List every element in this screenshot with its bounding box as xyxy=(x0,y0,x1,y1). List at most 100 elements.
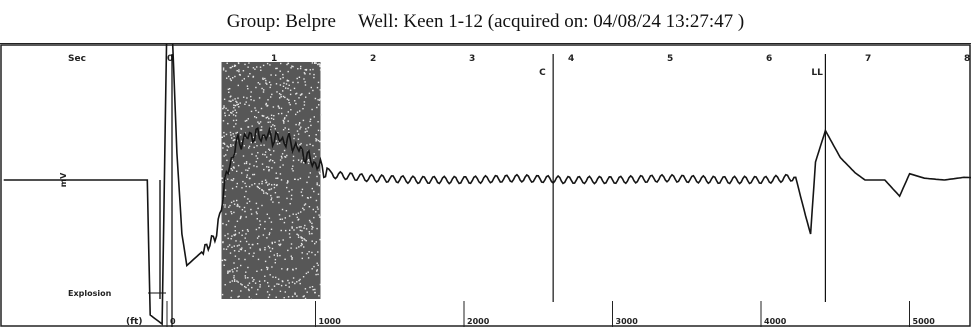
shaded-speckle xyxy=(291,168,293,170)
shaded-speckle xyxy=(297,145,299,147)
shaded-speckle xyxy=(253,252,255,254)
shaded-speckle xyxy=(277,105,280,108)
shaded-speckle xyxy=(241,187,243,189)
shaded-speckle xyxy=(292,65,294,68)
shaded-speckle xyxy=(288,128,290,130)
shaded-speckle xyxy=(287,120,289,122)
shaded-speckle xyxy=(300,211,302,213)
shaded-speckle xyxy=(246,97,248,99)
shaded-speckle xyxy=(293,87,296,90)
shaded-speckle xyxy=(261,189,263,191)
shaded-speckle xyxy=(266,213,268,215)
shaded-speckle xyxy=(287,296,290,298)
shaded-speckle xyxy=(248,243,250,246)
shaded-speckle xyxy=(247,266,249,269)
shaded-speckle xyxy=(235,152,237,155)
shaded-speckle xyxy=(229,252,232,254)
shaded-speckle xyxy=(243,196,246,198)
shaded-speckle xyxy=(267,296,270,299)
shaded-speckle xyxy=(285,284,287,286)
shaded-speckle xyxy=(288,190,290,193)
shaded-speckle xyxy=(292,165,294,167)
shaded-speckle xyxy=(307,257,310,259)
shaded-speckle xyxy=(227,146,230,148)
shaded-speckle xyxy=(286,63,288,66)
shaded-speckle xyxy=(270,84,272,86)
shaded-speckle xyxy=(283,118,286,120)
shaded-speckle xyxy=(262,77,264,79)
shaded-speckle xyxy=(290,194,293,197)
shaded-speckle xyxy=(250,298,253,301)
shaded-speckle xyxy=(248,289,250,292)
shaded-speckle xyxy=(309,286,311,289)
shaded-speckle xyxy=(234,109,236,111)
shaded-speckle xyxy=(312,208,314,211)
chart-header: Group: Belpre Well: Keen 1-12 (acquired … xyxy=(0,0,971,44)
shaded-speckle xyxy=(303,204,306,206)
top-axis-label: Sec xyxy=(68,54,86,64)
shaded-speckle xyxy=(234,225,236,228)
shaded-speckle xyxy=(227,233,229,235)
shaded-speckle xyxy=(283,297,285,299)
shaded-speckle xyxy=(319,238,321,241)
shaded-speckle xyxy=(304,224,306,227)
shaded-speckle xyxy=(292,277,295,279)
shaded-speckle xyxy=(228,206,230,208)
shaded-speckle xyxy=(265,192,267,194)
shaded-speckle xyxy=(261,182,263,185)
shaded-speckle xyxy=(292,213,294,215)
shaded-speckle xyxy=(303,295,305,297)
shaded-speckle xyxy=(296,295,298,297)
shaded-speckle xyxy=(223,264,225,266)
shaded-speckle xyxy=(280,284,283,287)
shaded-speckle xyxy=(319,89,321,91)
shaded-speckle xyxy=(299,67,302,70)
shaded-speckle xyxy=(224,189,227,191)
shaded-speckle xyxy=(301,159,303,162)
top-tick-label: 6 xyxy=(766,54,772,64)
shaded-speckle xyxy=(314,254,316,256)
shaded-speckle xyxy=(259,83,261,85)
shaded-speckle xyxy=(236,205,238,207)
shaded-speckle xyxy=(258,235,260,238)
shaded-speckle xyxy=(320,130,322,132)
shaded-speckle xyxy=(315,211,317,213)
shaded-speckle xyxy=(311,62,314,64)
shaded-speckle xyxy=(250,110,253,113)
shaded-speckle xyxy=(282,119,284,122)
shaded-speckle xyxy=(267,267,269,269)
shaded-speckle xyxy=(259,129,262,131)
shaded-speckle xyxy=(297,236,300,238)
shaded-speckle xyxy=(312,226,314,229)
bottom-tick-label: 0 xyxy=(170,317,176,326)
shaded-speckle xyxy=(280,179,283,181)
shaded-speckle xyxy=(289,229,291,231)
shaded-speckle xyxy=(284,127,286,129)
shaded-speckle xyxy=(274,241,276,243)
shaded-speckle xyxy=(262,190,265,192)
shaded-speckle xyxy=(236,182,238,185)
shaded-speckle xyxy=(299,282,301,285)
shaded-speckle xyxy=(234,64,236,66)
shaded-speckle xyxy=(272,160,274,162)
shaded-speckle xyxy=(317,273,319,276)
shaded-speckle xyxy=(244,250,246,252)
shaded-speckle xyxy=(258,122,261,125)
shaded-speckle xyxy=(304,84,307,86)
shaded-speckle xyxy=(233,211,235,214)
shaded-speckle xyxy=(276,91,278,93)
shaded-speckle xyxy=(300,236,302,238)
shaded-speckle xyxy=(230,201,233,204)
shaded-speckle xyxy=(225,154,227,156)
shaded-speckle xyxy=(230,238,232,240)
shaded-speckle xyxy=(292,81,294,84)
shaded-speckle xyxy=(285,114,288,117)
shaded-speckle xyxy=(282,85,285,87)
shaded-speckle xyxy=(285,229,287,232)
marker-label: C xyxy=(539,68,546,78)
shaded-speckle xyxy=(251,184,253,186)
shaded-speckle xyxy=(222,120,225,122)
shaded-speckle xyxy=(314,62,316,64)
shaded-speckle xyxy=(268,188,270,191)
shaded-speckle xyxy=(303,162,305,164)
